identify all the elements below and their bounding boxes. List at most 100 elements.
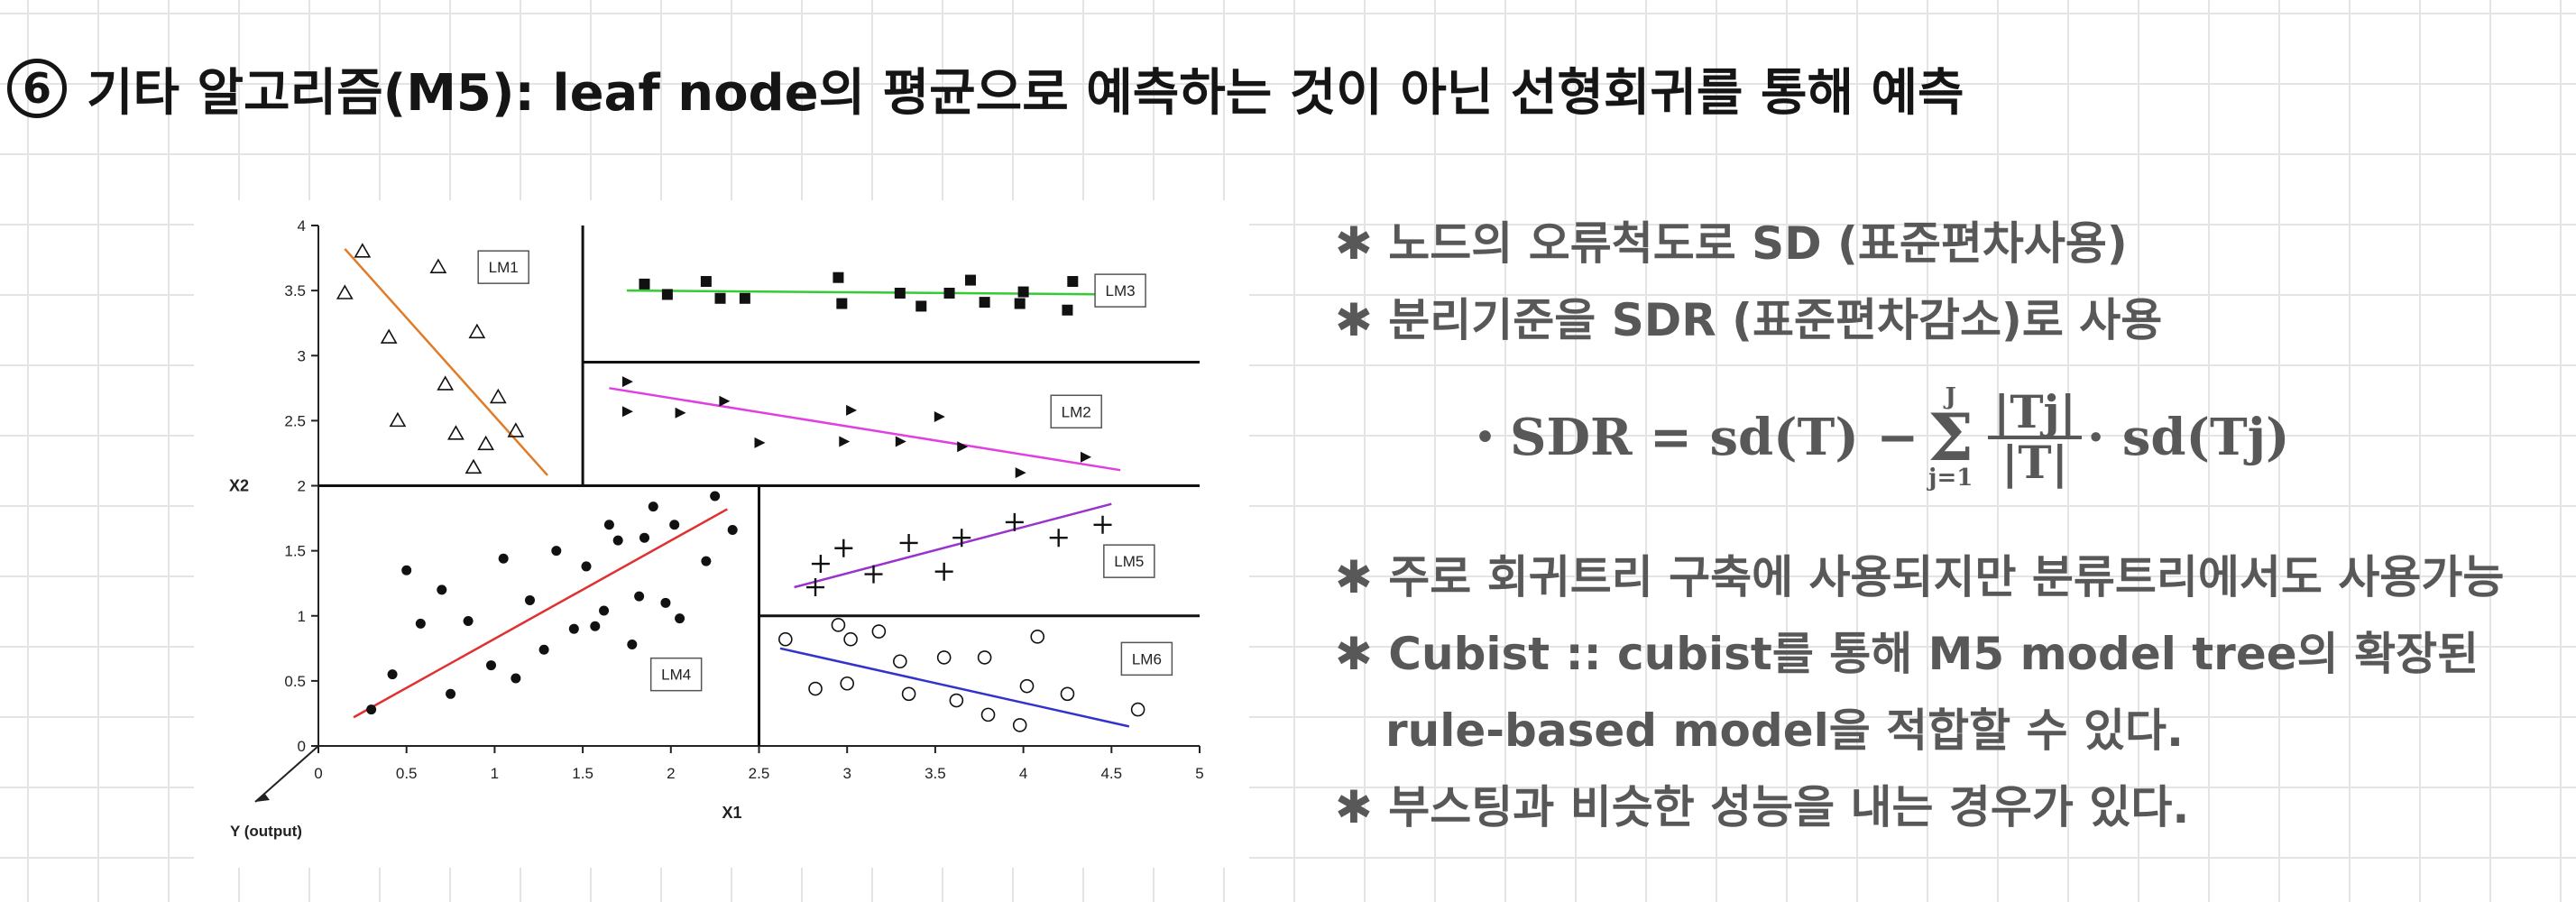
y-tick-label: 0.5 — [284, 673, 306, 690]
data-point — [843, 631, 858, 647]
note-line-rule-based: rule-based model을 적합할 수 있다. — [1385, 704, 2184, 757]
data-point — [739, 292, 750, 304]
data-point — [1005, 512, 1024, 531]
model-label-lm1: LM1 — [489, 259, 519, 276]
data-point — [895, 436, 906, 447]
data-point — [840, 676, 855, 691]
data-point — [581, 561, 592, 572]
data-point — [389, 411, 407, 428]
y-tick-label: 2 — [298, 478, 306, 495]
data-point — [1012, 718, 1027, 732]
data-point — [634, 591, 645, 602]
data-point — [936, 650, 952, 665]
data-point — [811, 555, 830, 574]
data-point — [701, 556, 712, 566]
data-point — [336, 284, 354, 299]
data-point — [893, 654, 907, 669]
y-tick-label: 3.5 — [284, 282, 306, 299]
regression-line-lm6 — [779, 647, 1130, 728]
formula-fraction: |Tj| |T| — [1988, 388, 2082, 489]
data-point — [612, 535, 623, 546]
x-tick-label: 1 — [491, 765, 499, 782]
data-point — [831, 618, 846, 632]
note-line-sdr: ✱ 분리기준을 SDR (표준편차감소)로 사용 — [1335, 294, 2163, 346]
data-point — [700, 276, 712, 288]
data-point — [964, 274, 976, 286]
data-point — [871, 624, 887, 639]
data-point — [590, 621, 601, 631]
y-tick-label: 4 — [298, 217, 306, 235]
data-point — [1080, 451, 1091, 463]
data-point — [603, 520, 614, 530]
model-label-box — [1103, 544, 1155, 578]
data-point — [446, 688, 456, 699]
data-point — [846, 404, 858, 416]
data-point — [834, 538, 853, 557]
data-point — [468, 323, 486, 339]
data-point — [778, 631, 793, 647]
data-point — [710, 491, 721, 502]
data-point — [1093, 515, 1112, 534]
data-point — [485, 660, 496, 671]
data-point — [661, 289, 673, 300]
data-point — [387, 669, 398, 680]
x-axis-label: X1 — [722, 804, 741, 822]
data-point — [934, 411, 945, 423]
data-point — [727, 525, 738, 536]
formula-summation: J Σ j=1 — [1927, 385, 1973, 491]
data-point — [719, 395, 731, 407]
data-point — [551, 546, 562, 557]
y-tick-label: 0 — [298, 738, 306, 755]
model-label-box — [477, 250, 529, 284]
data-point — [949, 693, 964, 708]
x-tick-label: 3 — [842, 765, 851, 782]
data-point — [806, 578, 825, 597]
x-tick-label: 2.5 — [749, 765, 770, 782]
data-point — [401, 565, 412, 575]
data-point — [648, 502, 658, 512]
x-tick-label: 5 — [1195, 765, 1203, 782]
note-line-sd: ✱ 노드의 오류척도로 SD (표준편차사용) — [1335, 217, 2128, 270]
section-number-badge: 6 — [7, 59, 67, 118]
data-point — [366, 704, 377, 715]
data-point — [957, 441, 969, 453]
data-point — [1015, 467, 1026, 479]
data-point — [621, 376, 633, 388]
fraction-denominator: |T| — [2001, 436, 2068, 489]
data-point — [507, 422, 525, 437]
data-point — [639, 278, 650, 290]
data-point — [899, 533, 918, 552]
data-point — [1017, 286, 1029, 298]
data-point — [808, 681, 823, 696]
x-tick-label: 0.5 — [396, 765, 418, 782]
data-point — [1060, 686, 1075, 702]
formula-bullet: • — [1475, 419, 1496, 456]
z-axis-label: Y (output) — [230, 823, 302, 840]
data-point — [675, 407, 686, 419]
m5-model-tree-figure: 0 0.5 1 1.5 2 2.5 3 3.5 4 4.5 5 0 0.5 1 1.5 2 2.5 3 3.5 4 X1… — [194, 200, 1249, 868]
region-lm6: LM6 — [778, 618, 1173, 732]
region-lm4: LM4 — [353, 491, 738, 719]
page-heading: 6 기타 알고리즘(M5): leaf node의 평균으로 예측하는 것이 아… — [7, 43, 1964, 133]
data-point — [833, 272, 844, 283]
regression-line-lm4 — [353, 508, 728, 719]
note-line-usage: ✱ 주로 회귀트리 구축에 사용되지만 분류트리에서도 사용가능 — [1335, 551, 2505, 603]
data-point — [1019, 678, 1035, 694]
model-label-box — [1050, 394, 1102, 429]
data-point — [463, 616, 474, 627]
model-label-lm4: LM4 — [661, 667, 691, 684]
region-lm5: LM5 — [794, 502, 1155, 597]
data-point — [1014, 298, 1026, 309]
data-point — [675, 613, 685, 624]
data-point — [1049, 529, 1068, 548]
data-point — [489, 388, 507, 404]
data-point — [568, 623, 579, 634]
model-label-lm5: LM5 — [1114, 553, 1144, 570]
note-line-cubist: ✱ Cubist :: cubist를 통해 M5 model tree의 확장… — [1335, 628, 2479, 680]
data-point — [354, 243, 372, 258]
data-point — [901, 686, 916, 702]
data-point — [1067, 276, 1079, 288]
sdr-formula: • SDR = sd(T) − J Σ j=1 |Tj| |T| · sd(Tj… — [1475, 370, 2289, 505]
data-point — [627, 639, 638, 649]
sigma-symbol: Σ — [1927, 398, 1974, 475]
